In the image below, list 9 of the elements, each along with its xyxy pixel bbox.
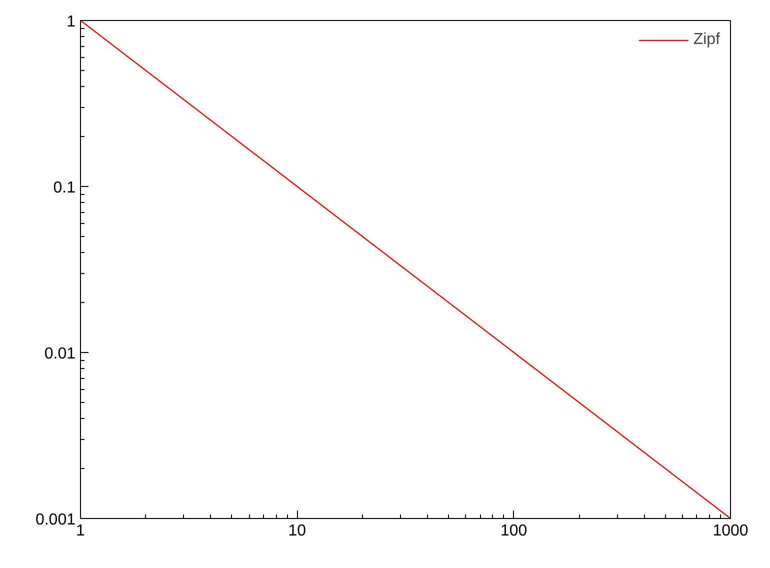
y-tick-label: 0.1: [53, 180, 76, 196]
x-tick-label: 10: [288, 522, 306, 540]
legend-label: Zipf: [693, 31, 720, 49]
x-tick-label: 1000: [712, 522, 748, 540]
y-tick-label: 1: [66, 14, 76, 30]
y-tick-label: 0.01: [44, 346, 76, 362]
line-series: [80, 20, 730, 518]
x-tick-label: 100: [500, 522, 528, 540]
y-tick-label: 0.001: [35, 512, 76, 528]
